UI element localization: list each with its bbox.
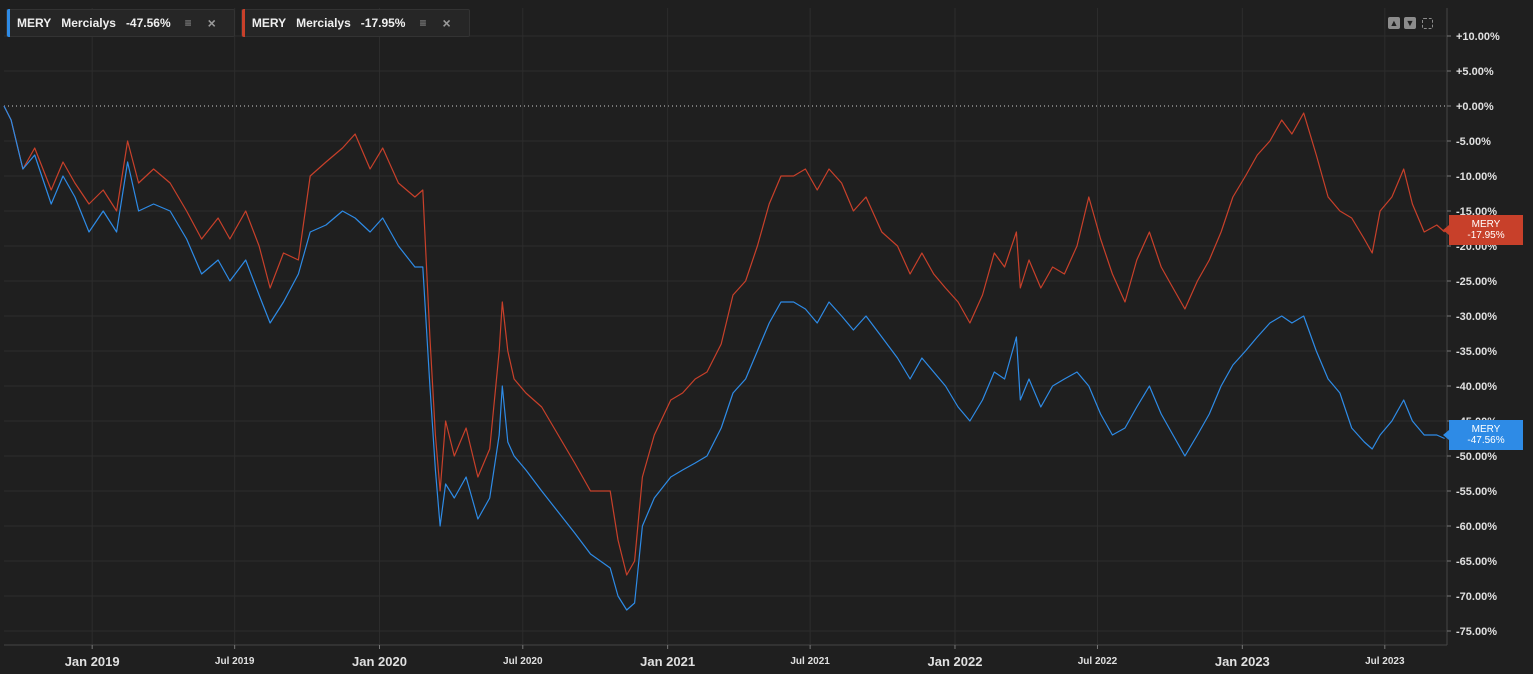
close-icon[interactable]: × <box>442 15 451 31</box>
x-tick-label: Jul 2020 <box>503 656 543 667</box>
layers-icon[interactable]: ≡ <box>184 16 192 30</box>
legend: MERY Mercialys -47.56% ≡ × MERY Mercialy… <box>6 9 470 37</box>
y-tick-label: +5.00% <box>1456 66 1494 78</box>
y-axis: +10.00%+5.00%+0.00%-5.00%-10.00%-15.00%-… <box>1446 8 1500 645</box>
y-tick-label: -40.00% <box>1456 381 1497 393</box>
series-line-red <box>3 105 1446 576</box>
x-tick-label: Jan 2021 <box>640 654 695 669</box>
y-tick-label: -25.00% <box>1456 276 1497 288</box>
y-tick-label: -65.00% <box>1456 556 1497 568</box>
legend-change: -17.95% <box>360 16 406 30</box>
y-tick-label: -55.00% <box>1456 486 1497 498</box>
arrow-up-icon[interactable]: ▲ <box>1388 17 1400 29</box>
y-tick-label: +0.00% <box>1456 101 1494 113</box>
legend-item-red[interactable]: MERY Mercialys -17.95% ≡ × <box>240 9 470 37</box>
price-tag-ticker: MERY <box>1471 219 1501 230</box>
arrow-down-icon[interactable]: ▼ <box>1404 17 1416 29</box>
price-tag-red: MERY -17.95% <box>1443 215 1523 245</box>
legend-name: Mercialys <box>296 16 351 30</box>
expand-icon[interactable] <box>1422 18 1433 29</box>
x-tick-label: Jan 2023 <box>1215 654 1270 669</box>
price-tag-ticker: MERY <box>1471 424 1501 435</box>
legend-swatch <box>7 9 10 37</box>
chart-toolbar: ▲ ▼ <box>1388 17 1433 29</box>
series-line-blue <box>3 105 1445 611</box>
legend-swatch <box>241 9 245 37</box>
y-tick-label: -70.00% <box>1456 591 1497 603</box>
x-tick-label: Jul 2022 <box>1078 656 1118 667</box>
y-tick-label: -75.00% <box>1456 626 1497 638</box>
plot-area <box>3 105 1446 611</box>
legend-ticker: MERY <box>17 16 52 30</box>
price-tag-value: -17.95% <box>1467 230 1505 241</box>
x-tick-label: Jul 2023 <box>1365 656 1405 667</box>
close-icon[interactable]: × <box>207 15 216 31</box>
x-tick-label: Jul 2019 <box>215 656 255 667</box>
legend-name: Mercialys <box>61 16 116 30</box>
y-tick-label: -35.00% <box>1456 346 1497 358</box>
legend-item-blue[interactable]: MERY Mercialys -47.56% ≡ × <box>6 9 235 37</box>
y-tick-label: +10.00% <box>1456 31 1500 43</box>
x-axis: Jan 2019 Jul 2019 Jan 2020 Jul 2020 Jan 2021… <box>4 644 1447 669</box>
x-tick-label: Jan 2019 <box>65 654 120 669</box>
y-tick-label: -30.00% <box>1456 311 1497 323</box>
legend-change: -47.56% <box>125 16 171 30</box>
y-tick-label: -10.00% <box>1456 171 1497 183</box>
legend-ticker: MERY <box>251 16 287 30</box>
x-tick-label: Jan 2020 <box>352 654 407 669</box>
x-tick-label: Jul 2021 <box>790 656 830 667</box>
layers-icon[interactable]: ≡ <box>419 16 427 30</box>
y-tick-label: -50.00% <box>1456 451 1497 463</box>
price-tag-value: -47.56% <box>1467 435 1505 446</box>
y-tick-label: -60.00% <box>1456 521 1497 533</box>
grid-lines <box>4 8 1447 645</box>
price-tag-blue: MERY -47.56% <box>1443 420 1523 450</box>
y-tick-label: -5.00% <box>1456 136 1491 148</box>
x-tick-label: Jan 2022 <box>928 654 983 669</box>
